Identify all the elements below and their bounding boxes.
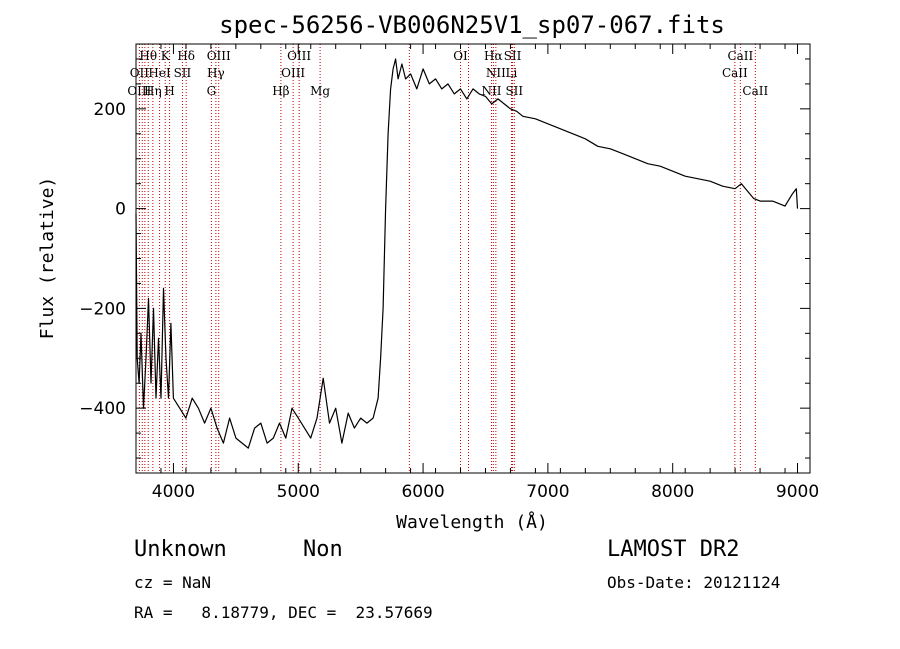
- survey-name: LAMOST DR2: [607, 537, 740, 562]
- spectral-line-label: Hθ: [139, 49, 157, 63]
- spectral-line-label: CaII: [722, 66, 748, 80]
- spectrum-series: [135, 58, 799, 449]
- spectral-line-label: HeI: [148, 66, 171, 80]
- spectral-line-label: OIII: [127, 84, 151, 98]
- spectral-line-markers: [138, 44, 756, 473]
- spectral-line-label: Hδ: [177, 49, 195, 63]
- spectral-line-label: CaII: [727, 49, 753, 63]
- spectral-line-label: SII: [504, 49, 522, 63]
- y-tick-label: −400: [79, 399, 126, 419]
- x-tick-label: 7000: [526, 482, 569, 502]
- spectral-line-label: Hη: [144, 84, 162, 98]
- coordinates-ra-dec: RA = 8.18779, DEC = 23.57669: [134, 603, 433, 622]
- y-axis-label: Flux (relative): [37, 177, 58, 340]
- spectral-line-label: K: [161, 49, 171, 63]
- spectral-line-label: OI: [453, 49, 468, 63]
- spectral-line-label: Mg: [310, 84, 330, 98]
- spectral-line-label: OII: [130, 66, 150, 80]
- chart-title: spec-56256-VB006N25V1_sp07-067.fits: [219, 11, 725, 39]
- spectral-line-label: OIII: [207, 49, 231, 63]
- object-class: Unknown: [134, 537, 227, 562]
- spectral-line-label: Li: [506, 66, 518, 80]
- y-tick-label: −200: [79, 299, 126, 319]
- x-tick-label: 8000: [651, 482, 694, 502]
- y-tick-label: 0: [115, 200, 126, 220]
- spectral-line-label: Hγ: [207, 66, 225, 80]
- x-tick-label: 5000: [277, 482, 320, 502]
- spectral-line-label: Hα: [484, 49, 503, 63]
- spectral-line-label: Hβ: [272, 84, 289, 98]
- x-axis-label: Wavelength (Å): [396, 511, 548, 533]
- spectral-line-label: OIII: [287, 49, 311, 63]
- spectral-line-label: H: [164, 84, 174, 98]
- object-subclass: Non: [303, 537, 343, 562]
- spectrum-line: [135, 58, 799, 449]
- observation-date: Obs-Date: 20121124: [607, 573, 781, 592]
- spectral-line-label: G: [207, 84, 217, 98]
- spectral-line-label: OIII: [281, 66, 305, 80]
- spectral-line-label: SII: [174, 66, 192, 80]
- x-tick-label: 9000: [776, 482, 819, 502]
- plot-frame: [135, 43, 811, 474]
- x-tick-label: 6000: [401, 482, 444, 502]
- axis-ticks: 4000 5000 6000 7000 8000 9000 −400 −200 0 200: [79, 44, 819, 502]
- y-tick-label: 200: [94, 100, 126, 120]
- spectral-line-label: SII: [505, 84, 523, 98]
- spectral-line-label: NII: [481, 84, 501, 98]
- x-tick-label: 4000: [152, 482, 195, 502]
- redshift-cz: cz = NaN: [134, 573, 212, 592]
- spectral-line-label: NII: [486, 66, 506, 80]
- spectral-line-label: CaII: [742, 84, 768, 98]
